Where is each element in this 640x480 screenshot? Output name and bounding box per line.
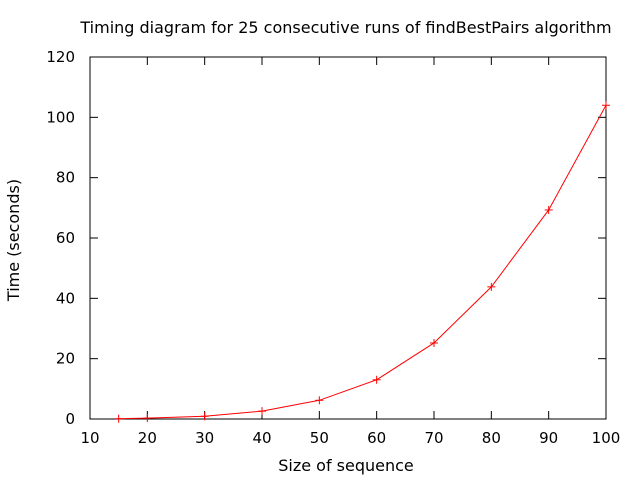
data-point bbox=[114, 414, 123, 423]
plot-frame bbox=[89, 56, 607, 420]
x-tick-label: 30 bbox=[195, 429, 214, 447]
x-tick-label: 60 bbox=[367, 429, 386, 447]
x-tick-label: 70 bbox=[424, 429, 443, 447]
series-layer bbox=[114, 101, 610, 423]
x-tick-label: 50 bbox=[310, 429, 329, 447]
x-axis-label: Size of sequence bbox=[278, 456, 414, 475]
x-tick-label: 80 bbox=[482, 429, 501, 447]
x-tick-label: 40 bbox=[252, 429, 271, 447]
y-axis-label: Time (seconds) bbox=[4, 179, 23, 302]
axis-tick-labels: 10 20 30 40 50 60 70 80 90 100 0 20 40 60 80 100 120 bbox=[46, 48, 620, 447]
data-point bbox=[544, 205, 553, 214]
data-point bbox=[602, 101, 610, 110]
y-tick-label: 60 bbox=[56, 229, 75, 247]
chart-title: Timing diagram for 25 consecutive runs o… bbox=[79, 18, 611, 37]
data-point bbox=[315, 396, 324, 405]
data-point bbox=[487, 282, 496, 291]
data-point bbox=[430, 338, 438, 347]
data-point bbox=[258, 407, 266, 416]
axis-ticks bbox=[89, 56, 607, 420]
data-point bbox=[200, 412, 209, 421]
y-tick-label: 100 bbox=[46, 108, 75, 126]
y-tick-label: 40 bbox=[56, 289, 75, 307]
y-tick-label: 20 bbox=[56, 350, 75, 368]
data-point bbox=[143, 414, 152, 423]
series-line bbox=[118, 105, 607, 420]
x-tick-label: 90 bbox=[539, 429, 558, 447]
data-point bbox=[372, 375, 381, 384]
y-tick-label: 80 bbox=[56, 169, 75, 187]
y-tick-label: 120 bbox=[46, 48, 75, 66]
x-tick-label: 10 bbox=[80, 429, 99, 447]
y-tick-label: 0 bbox=[65, 410, 75, 428]
x-tick-label: 100 bbox=[592, 429, 621, 447]
x-tick-label: 20 bbox=[138, 429, 157, 447]
